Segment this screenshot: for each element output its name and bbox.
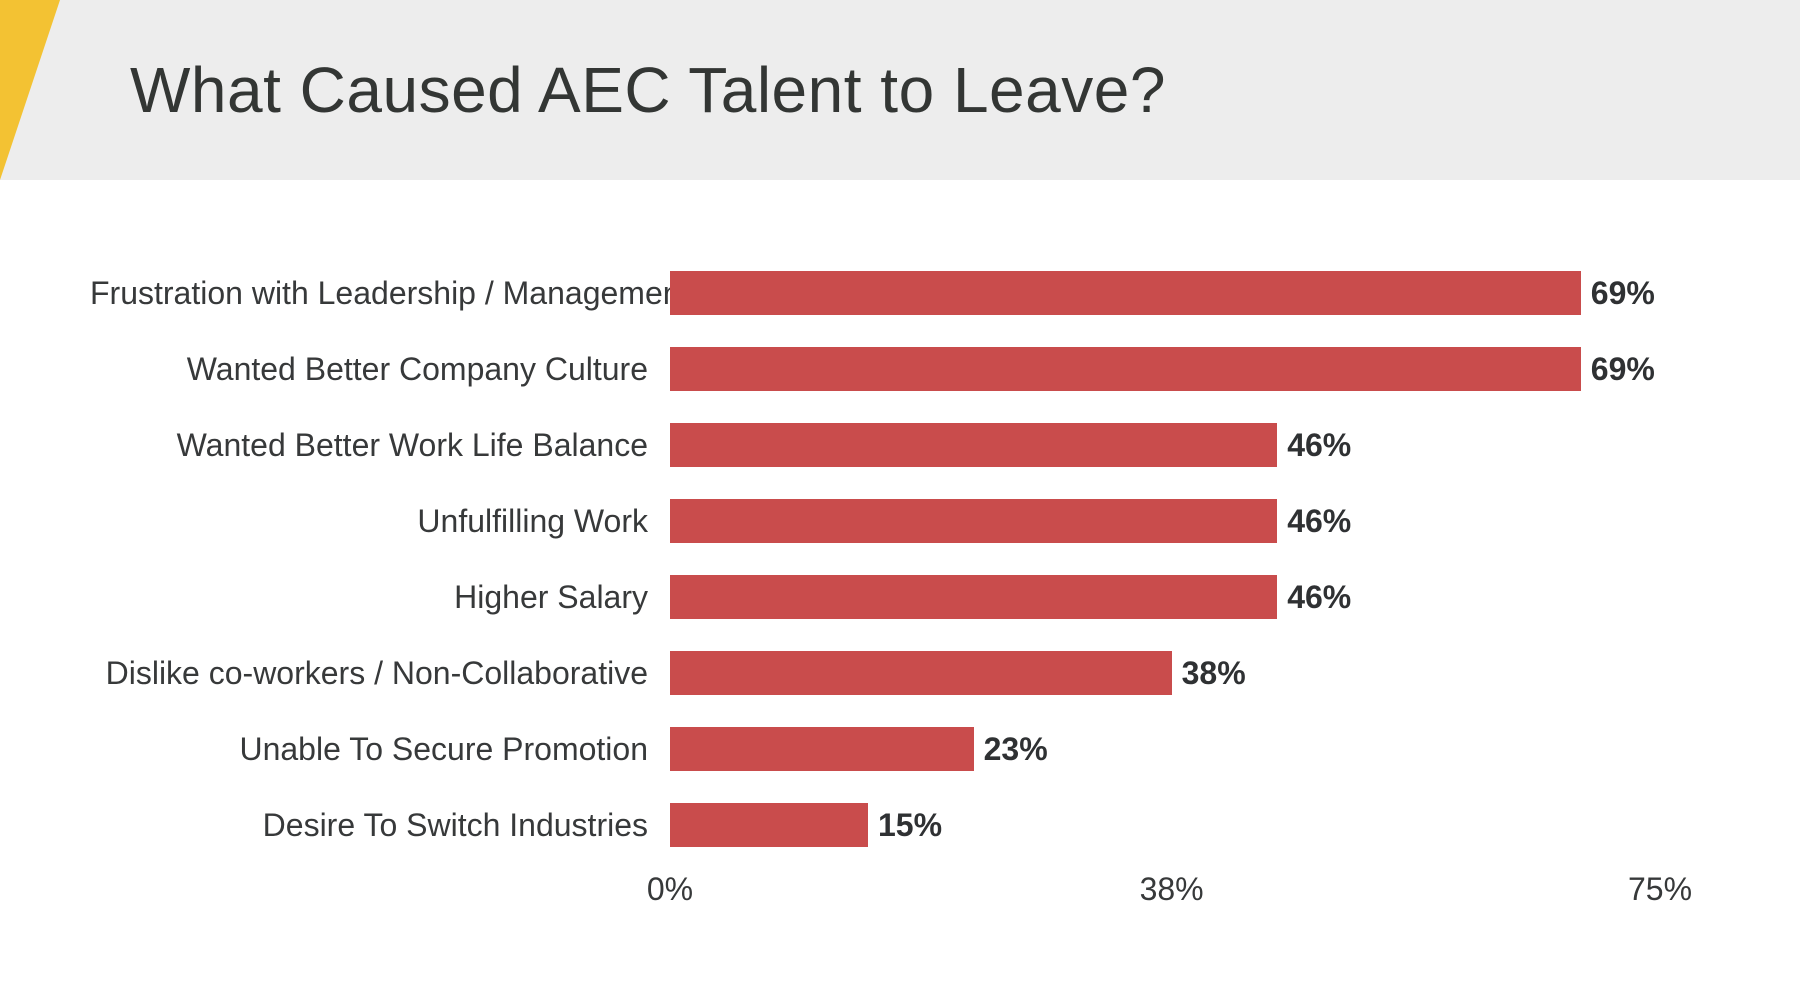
x-axis: 0%38%75%	[670, 863, 1660, 923]
category-label: Frustration with Leadership / Management	[90, 275, 670, 312]
bar-track: 46%	[670, 423, 1660, 467]
bar	[670, 423, 1277, 467]
bar-track: 69%	[670, 347, 1660, 391]
bar-track: 46%	[670, 499, 1660, 543]
chart-row: Desire To Switch Industries 15%	[90, 787, 1710, 863]
bar	[670, 347, 1581, 391]
slide-header: What Caused AEC Talent to Leave?	[0, 0, 1800, 180]
bar-track: 38%	[670, 651, 1660, 695]
chart-row: Unfulfilling Work 46%	[90, 483, 1710, 559]
category-label: Wanted Better Work Life Balance	[90, 427, 670, 464]
bar-track: 69%	[670, 271, 1660, 315]
bar-track: 46%	[670, 575, 1660, 619]
value-label: 69%	[1581, 347, 1655, 391]
value-label: 46%	[1277, 423, 1351, 467]
x-tick-label: 38%	[1140, 871, 1204, 908]
value-label: 46%	[1277, 499, 1351, 543]
category-label: Desire To Switch Industries	[90, 807, 670, 844]
x-tick-label: 75%	[1628, 871, 1692, 908]
chart-row: Wanted Better Work Life Balance 46%	[90, 407, 1710, 483]
bar	[670, 271, 1581, 315]
slide-title: What Caused AEC Talent to Leave?	[130, 53, 1166, 127]
bar	[670, 575, 1277, 619]
value-label: 23%	[974, 727, 1048, 771]
bar-track: 23%	[670, 727, 1660, 771]
x-tick-label: 0%	[647, 871, 693, 908]
category-label: Wanted Better Company Culture	[90, 351, 670, 388]
chart: Frustration with Leadership / Management…	[0, 180, 1800, 923]
value-label: 15%	[868, 803, 942, 847]
value-label: 46%	[1277, 575, 1351, 619]
category-label: Higher Salary	[90, 579, 670, 616]
chart-row: Dislike co-workers / Non-Collaborative 38…	[90, 635, 1710, 711]
value-label: 38%	[1172, 651, 1246, 695]
chart-row: Frustration with Leadership / Management…	[90, 255, 1710, 331]
category-label: Unfulfilling Work	[90, 503, 670, 540]
header-accent-shape	[0, 0, 60, 180]
bar	[670, 727, 974, 771]
bar	[670, 499, 1277, 543]
chart-row: Wanted Better Company Culture 69%	[90, 331, 1710, 407]
chart-row: Unable To Secure Promotion 23%	[90, 711, 1710, 787]
category-label: Dislike co-workers / Non-Collaborative	[90, 655, 670, 692]
bar	[670, 651, 1172, 695]
bar-track: 15%	[670, 803, 1660, 847]
category-label: Unable To Secure Promotion	[90, 731, 670, 768]
bar	[670, 803, 868, 847]
chart-row: Higher Salary 46%	[90, 559, 1710, 635]
value-label: 69%	[1581, 271, 1655, 315]
